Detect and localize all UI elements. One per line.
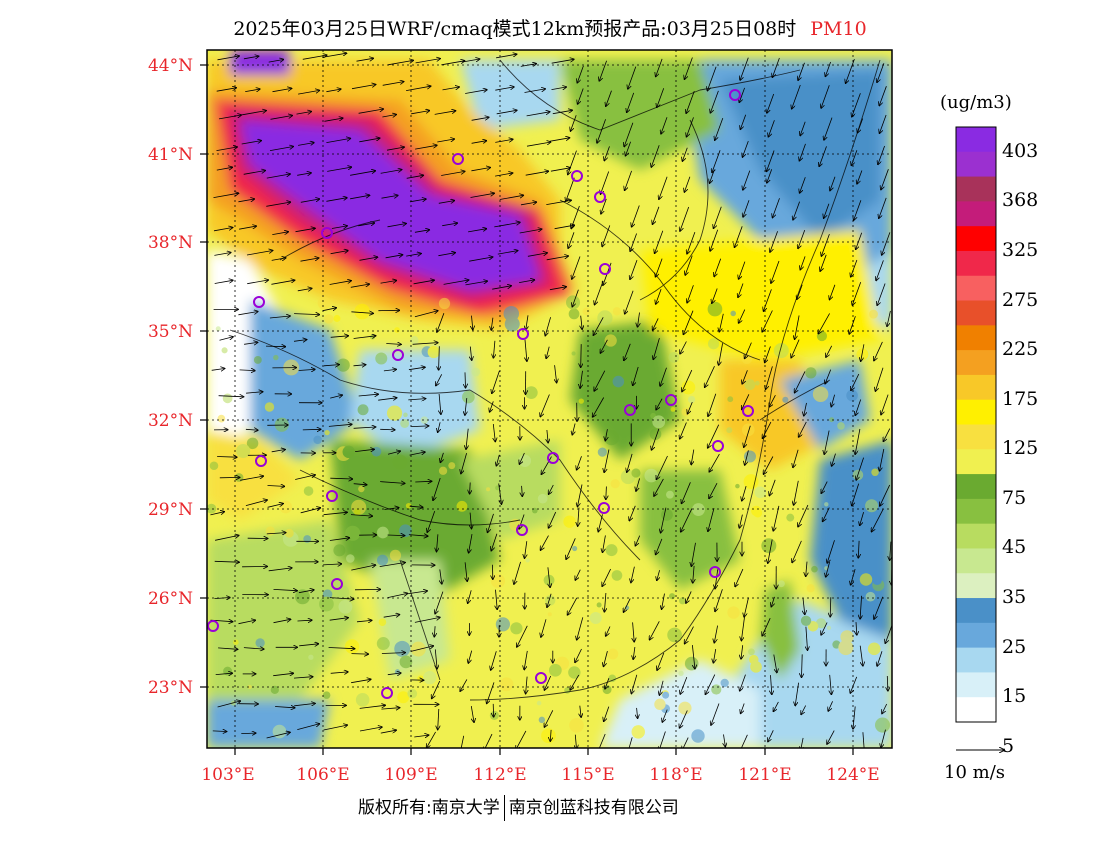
city-marker xyxy=(207,620,219,632)
colorbar-swatch xyxy=(956,250,996,277)
city-marker xyxy=(452,153,464,165)
city-marker xyxy=(255,455,267,467)
colorbar-swatch xyxy=(956,325,996,351)
city-marker xyxy=(253,296,265,308)
colorbar-tick-label: 15 xyxy=(1002,685,1027,708)
colorbar-tick-label: 5 xyxy=(1002,734,1015,757)
copyright-right: 南京创蓝科技有限公司 xyxy=(508,798,679,818)
city-marker xyxy=(517,328,529,340)
city-marker xyxy=(712,440,724,452)
city-marker xyxy=(392,349,404,361)
city-marker xyxy=(535,672,547,684)
colorbar-swatch xyxy=(956,275,996,302)
colorbar-swatch xyxy=(956,449,996,475)
city-markers xyxy=(207,89,754,699)
wind-reference-label: 10 m/s xyxy=(944,762,1005,783)
colorbar-swatch xyxy=(956,374,996,401)
lat-label: 38°N xyxy=(148,233,193,253)
city-marker xyxy=(321,227,333,239)
lon-label: 118°E xyxy=(649,765,702,785)
map-frame xyxy=(206,49,893,749)
colorbar-tick-label: 325 xyxy=(1002,238,1039,261)
lat-label: 29°N xyxy=(148,500,193,520)
colorbar-swatch xyxy=(956,647,996,673)
lon-label: 121°E xyxy=(738,765,791,785)
colorbar-tick-label: 225 xyxy=(1002,338,1039,361)
title-text: 2025年03月25日WRF/cmaq模式12km预报产品:03月25日08时 xyxy=(233,18,797,40)
city-marker xyxy=(381,687,393,699)
city-marker xyxy=(665,394,677,406)
lon-label: 115°E xyxy=(561,765,614,785)
colorbar-swatch xyxy=(956,399,996,425)
city-marker xyxy=(599,263,611,275)
city-marker xyxy=(729,89,741,101)
colorbar-swatch xyxy=(956,498,996,525)
colorbar-swatch xyxy=(956,226,996,252)
lat-label: 44°N xyxy=(148,56,193,76)
colorbar-tick-label: 45 xyxy=(1002,536,1027,559)
lat-label: 32°N xyxy=(148,411,193,431)
colorbar-swatch xyxy=(956,201,996,227)
colorbar-swatch xyxy=(956,474,996,500)
lon-label: 124°E xyxy=(826,765,879,785)
lat-label: 26°N xyxy=(148,589,193,609)
colorbar-swatch xyxy=(956,151,996,178)
city-marker xyxy=(594,191,606,203)
colorbar-swatch xyxy=(956,622,996,649)
colorbar-tick-label: 125 xyxy=(1002,437,1039,460)
city-marker xyxy=(516,524,528,536)
city-marker xyxy=(742,405,754,417)
colorbar-swatch xyxy=(956,176,996,202)
colorbar-tick-label: 175 xyxy=(1002,387,1039,410)
graticule xyxy=(207,50,892,748)
colorbar-swatch xyxy=(956,300,996,326)
colorbar-tick-label: 275 xyxy=(1002,288,1039,311)
colorbar-tick-label: 25 xyxy=(1002,635,1027,658)
colorbar-swatch xyxy=(956,697,996,723)
colorbar-tick-label: 35 xyxy=(1002,586,1027,609)
colorbar-tick-label: 403 xyxy=(1002,139,1039,162)
footer-separator xyxy=(503,795,505,821)
lon-label: 112°E xyxy=(473,765,526,785)
city-marker xyxy=(571,170,583,182)
city-marker xyxy=(598,502,610,514)
colorbar-swatch xyxy=(956,127,996,153)
city-marker xyxy=(331,578,343,590)
colorbar-swatch xyxy=(956,672,996,698)
city-marker xyxy=(624,404,636,416)
title-variable: PM10 xyxy=(810,18,867,40)
lat-label: 35°N xyxy=(148,322,193,342)
lon-label: 109°E xyxy=(384,765,437,785)
colorbar-swatch xyxy=(956,424,996,450)
city-marker xyxy=(709,566,721,578)
city-marker xyxy=(326,490,338,502)
colorbar-tick-label: 368 xyxy=(1002,189,1039,212)
colorbar-tick-label: 75 xyxy=(1002,486,1027,509)
colorbar xyxy=(955,126,997,723)
colorbar-unit: (ug/m3) xyxy=(940,92,1012,113)
city-marker xyxy=(547,452,559,464)
lat-label: 41°N xyxy=(148,145,193,165)
colorbar-swatch xyxy=(956,523,996,549)
colorbar-swatch xyxy=(956,350,996,376)
lon-label: 106°E xyxy=(296,765,349,785)
colorbar-swatch xyxy=(956,573,996,599)
lat-label: 23°N xyxy=(148,678,193,698)
concentration-field xyxy=(207,50,892,748)
colorbar-swatch xyxy=(956,548,996,574)
colorbar-swatch xyxy=(956,598,996,624)
copyright-footer: 版权所有:南京大学 南京创蓝科技有限公司 xyxy=(358,793,679,821)
copyright-left: 版权所有:南京大学 xyxy=(358,798,500,818)
lon-label: 103°E xyxy=(201,765,254,785)
map-title: 2025年03月25日WRF/cmaq模式12km预报产品:03月25日08时 P… xyxy=(0,14,1100,41)
